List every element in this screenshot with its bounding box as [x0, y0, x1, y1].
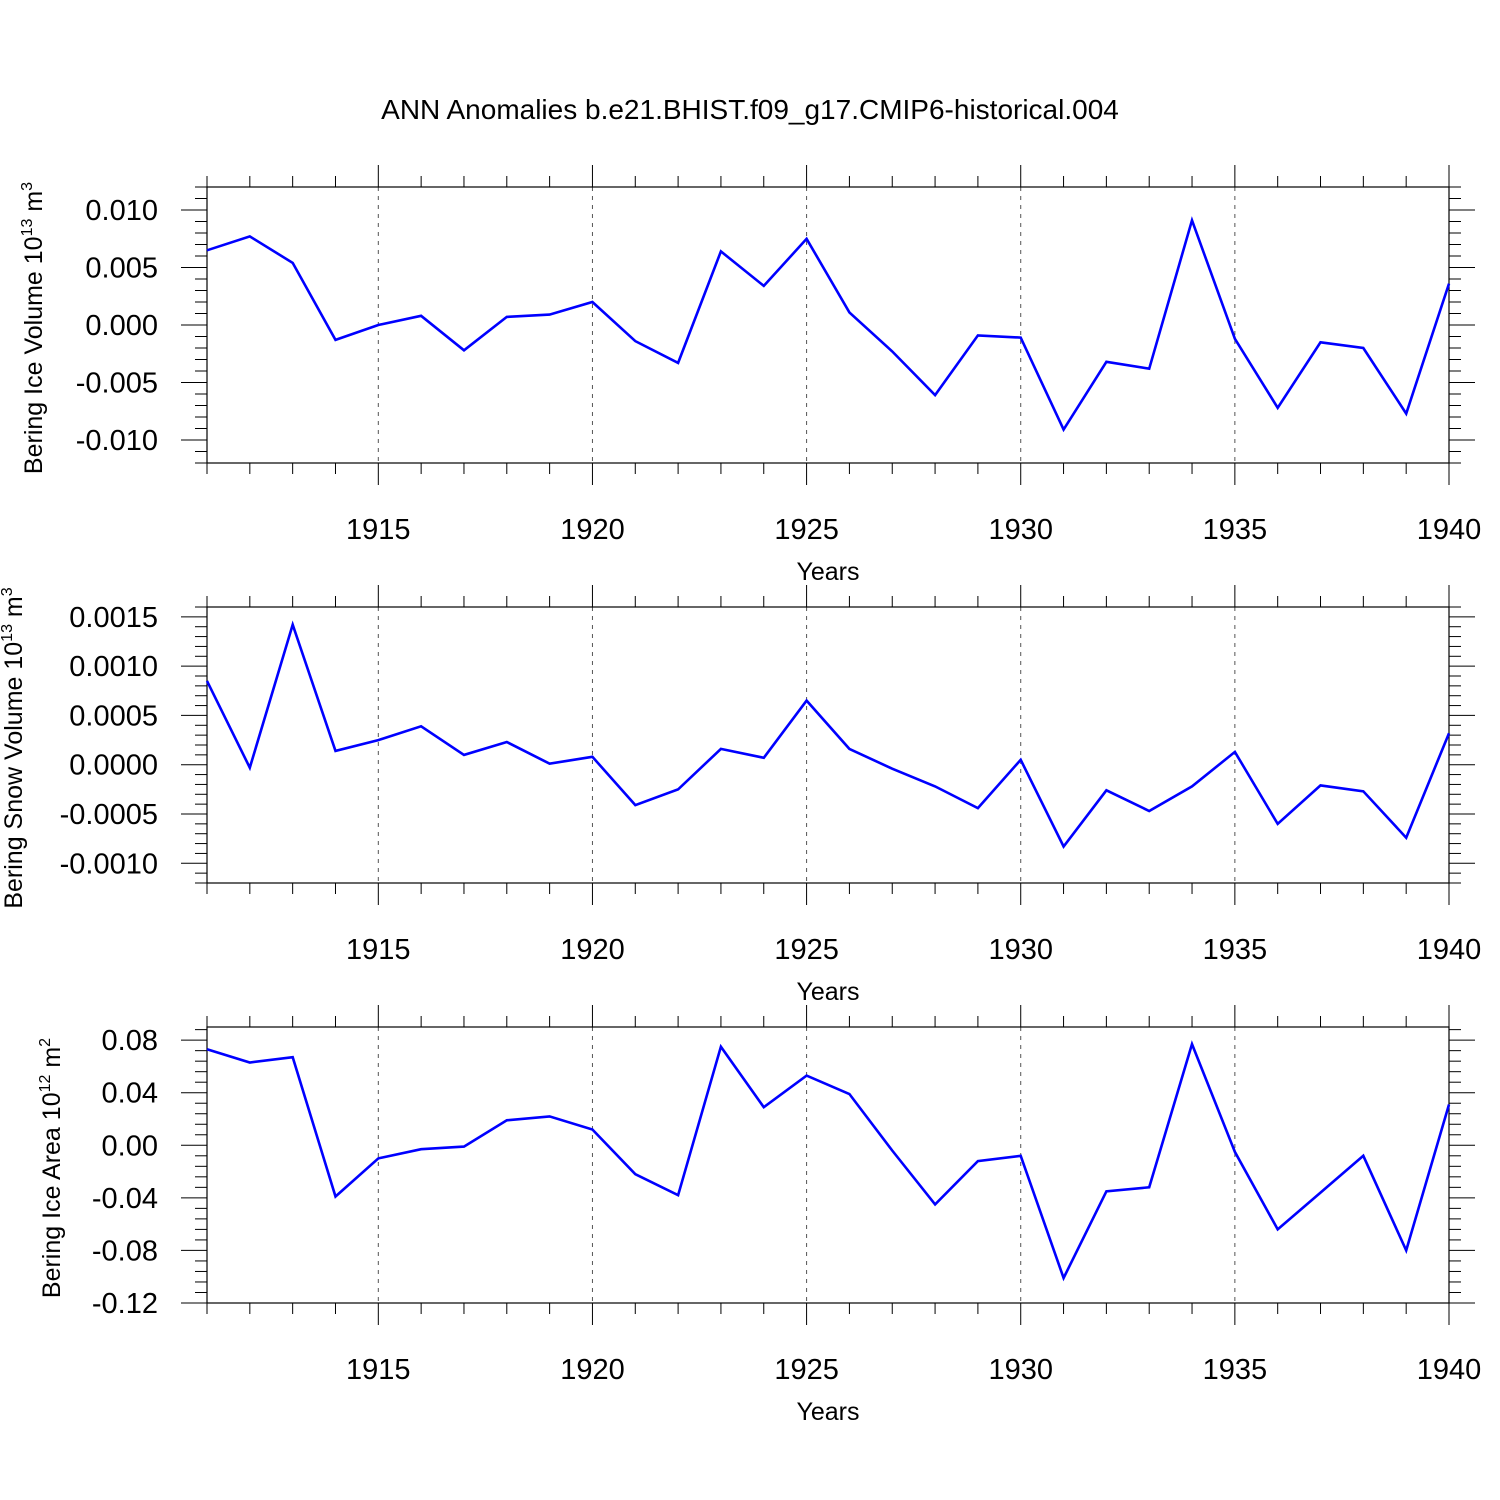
- series-line: [206, 216, 1451, 433]
- y-tick-label: 0.000: [85, 310, 158, 342]
- y-tick-label: 0.0015: [69, 602, 158, 634]
- x-tick-label: 1930: [988, 934, 1053, 966]
- x-tick-label: 1935: [1203, 934, 1268, 966]
- y-tick-label: -0.0005: [60, 799, 158, 831]
- y-tick-label: 0.010: [85, 195, 158, 227]
- x-axis-label: Years: [796, 1398, 859, 1426]
- y-axis-label-part: m: [0, 596, 28, 624]
- y-tick-label: 0.04: [102, 1078, 158, 1110]
- y-axis-label: Bering Ice Area 1012 m2: [37, 1038, 66, 1298]
- y-axis-label-part: Bering Snow Volume 10: [0, 642, 28, 909]
- y-axis-label-superscript: 2: [37, 1038, 54, 1047]
- x-tick-label: 1925: [774, 514, 839, 546]
- y-axis-label-superscript: 3: [0, 587, 16, 596]
- y-tick-label: 0.005: [85, 253, 158, 285]
- panel-2: 0.0015 0.0010 0.0005 0.0000 -0.0005 -0.0010 19…: [0, 585, 1481, 1006]
- y-axis-label-superscript: 3: [19, 182, 36, 191]
- plot-frame: [206, 186, 1450, 464]
- y-tick-label: -0.005: [76, 368, 158, 400]
- x-tick-label: 1935: [1203, 514, 1268, 546]
- y-axis-label-superscript: 13: [0, 624, 16, 642]
- y-axis-label-part: Bering Ice Volume 10: [20, 236, 48, 474]
- y-axis-label-part: m: [20, 191, 48, 219]
- panel-1: 0.010 0.005 0.000 -0.005 -0.010 1915 1920 1925 1…: [19, 165, 1481, 586]
- x-tick-label: 1940: [1417, 1354, 1482, 1386]
- y-tick-label: 0.0010: [69, 651, 158, 683]
- x-tick-label: 1925: [774, 1354, 839, 1386]
- x-tick-label: 1940: [1417, 514, 1482, 546]
- x-tick-label: 1915: [346, 514, 411, 546]
- x-tick-label: 1935: [1203, 1354, 1268, 1386]
- x-tick-label: 1920: [560, 514, 625, 546]
- y-tick-label: -0.12: [92, 1288, 158, 1320]
- chart-title: ANN Anomalies b.e21.BHIST.f09_g17.CMIP6-…: [381, 94, 1119, 125]
- x-axis-label: Years: [796, 978, 859, 1006]
- x-tick-label: 1925: [774, 934, 839, 966]
- y-axis-label-part: Bering Ice Area 10: [38, 1092, 66, 1298]
- x-tick-label: 1915: [346, 934, 411, 966]
- y-tick-label: -0.010: [76, 425, 158, 457]
- y-tick-label: 0.0005: [69, 700, 158, 732]
- y-tick-label: 0.00: [102, 1130, 158, 1162]
- y-tick-label: 0.08: [102, 1025, 158, 1057]
- x-tick-label: 1940: [1417, 934, 1482, 966]
- series-line: [205, 620, 1451, 849]
- panel-3: 0.08 0.04 0.00 -0.04 -0.08 -0.12 1915 1920 1925 1…: [37, 1005, 1481, 1426]
- x-tick-label: 1930: [988, 514, 1053, 546]
- x-tick-label: 1920: [560, 934, 625, 966]
- y-tick-label: -0.08: [92, 1235, 158, 1267]
- x-tick-label: 1915: [346, 1354, 411, 1386]
- y-axis-label-part: m: [38, 1047, 66, 1075]
- plot-frame: [206, 606, 1450, 884]
- plot-frame: [206, 1026, 1450, 1304]
- x-axis-label: Years: [796, 558, 859, 586]
- series-line: [206, 1040, 1451, 1282]
- y-axis-label: Bering Ice Volume 1013 m3: [19, 182, 48, 474]
- y-axis-label-superscript: 12: [37, 1074, 54, 1092]
- x-tick-label: 1930: [988, 1354, 1053, 1386]
- y-axis-label-superscript: 13: [19, 219, 36, 237]
- y-tick-label: 0.0000: [69, 750, 158, 782]
- x-tick-label: 1920: [560, 1354, 625, 1386]
- y-tick-label: -0.04: [92, 1183, 158, 1215]
- y-axis-label: Bering Snow Volume 1013 m3: [0, 587, 28, 908]
- y-tick-label: -0.0010: [60, 848, 158, 880]
